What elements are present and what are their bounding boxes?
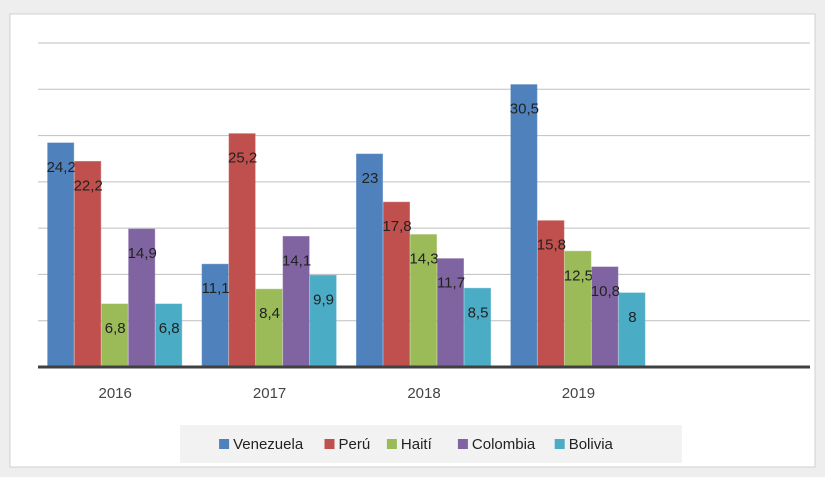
- bar: [309, 274, 337, 368]
- x-tick-label: 2018: [407, 385, 440, 402]
- data-label: 25,2: [228, 150, 257, 167]
- data-label: 8: [628, 309, 636, 326]
- bar: [155, 303, 183, 368]
- x-tick-label: 2019: [562, 385, 595, 402]
- legend-label: Haití: [401, 436, 433, 453]
- bar: [74, 160, 102, 368]
- data-label: 6,8: [105, 320, 126, 337]
- bar: [464, 287, 491, 368]
- data-label: 24,2: [47, 159, 76, 176]
- legend-swatch: [457, 439, 468, 449]
- data-label: 11,1: [202, 280, 230, 297]
- bar: [510, 84, 538, 368]
- bar: [383, 201, 410, 368]
- legend-swatch: [554, 439, 565, 449]
- legend-label: Venezuela: [233, 436, 304, 453]
- data-label: 14,1: [282, 252, 311, 269]
- data-label: 10,8: [591, 283, 620, 300]
- data-label: 6,8: [159, 320, 180, 337]
- legend-label: Bolivia: [569, 436, 614, 453]
- legend-box: [180, 425, 682, 463]
- legend-label: Colombia: [472, 436, 536, 453]
- data-label: 30,5: [510, 101, 539, 118]
- bar: [47, 142, 75, 368]
- data-label: 23: [362, 170, 379, 187]
- bar: [437, 258, 464, 368]
- bar: [255, 288, 283, 368]
- x-tick-label: 2016: [99, 385, 132, 402]
- data-label: 11,7: [437, 275, 465, 292]
- data-label: 8,5: [468, 304, 489, 321]
- data-label: 22,2: [74, 177, 103, 194]
- legend-swatch: [219, 439, 230, 449]
- x-tick-label: 2017: [253, 385, 286, 402]
- bar: [201, 263, 229, 368]
- legend-swatch: [324, 439, 335, 449]
- bar: [128, 228, 156, 368]
- data-label: 14,9: [128, 245, 157, 262]
- bar: [228, 133, 256, 368]
- data-label: 12,5: [564, 267, 593, 284]
- data-label: 17,8: [382, 218, 411, 235]
- legend-label: Perú: [339, 436, 371, 453]
- legend-swatch: [386, 439, 397, 449]
- bar: [282, 235, 310, 368]
- bar: [356, 153, 383, 368]
- bar: [101, 303, 129, 368]
- bar: [618, 292, 646, 368]
- bar: [410, 234, 437, 368]
- data-label: 9,9: [313, 291, 334, 308]
- data-label: 15,8: [537, 237, 566, 254]
- bar: [537, 220, 565, 368]
- data-label: 14,3: [409, 251, 438, 268]
- data-label: 8,4: [259, 305, 280, 322]
